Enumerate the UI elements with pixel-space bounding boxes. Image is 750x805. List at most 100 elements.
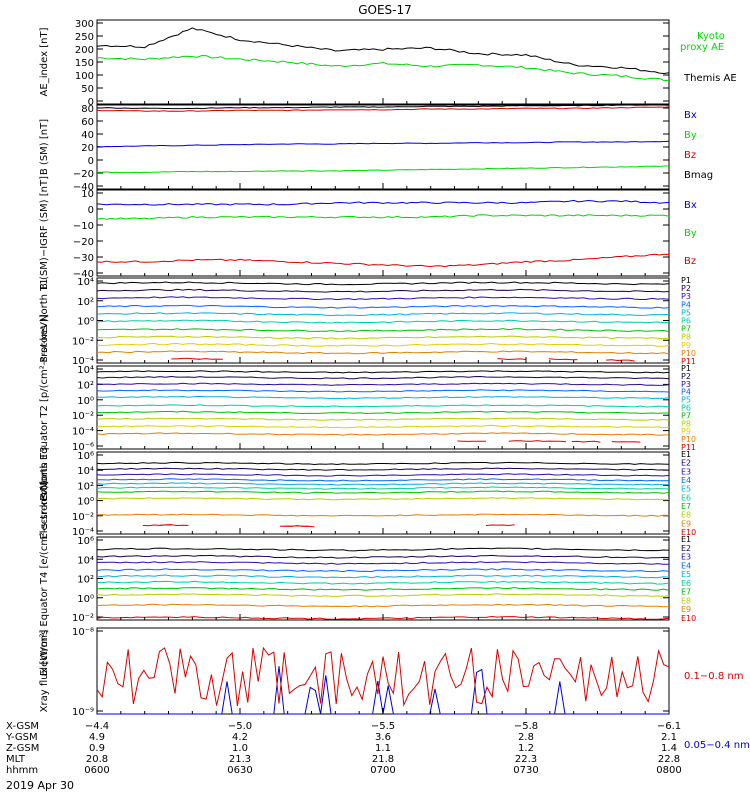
ephemeris-row-label-y-gsm: Y-GSM: [5, 732, 38, 743]
channel-line-p6: [97, 405, 669, 407]
channel-line-p10: [97, 351, 669, 354]
y-tick-label: 10⁰: [77, 396, 94, 407]
y-tick-label: −20: [73, 169, 94, 180]
y-tick-label: 300: [75, 19, 94, 30]
channel-line-e9: [97, 604, 669, 607]
channel-segment-e10: [486, 525, 515, 526]
series-line-bx: [97, 141, 669, 147]
panel-frame-2: [97, 190, 669, 276]
channel-line-e8: [97, 594, 669, 597]
channel-line-e1: [97, 548, 669, 551]
legend-bx: Bx: [684, 110, 697, 121]
channel-segment-p11: [612, 442, 641, 443]
channel-label-e6: E6: [681, 579, 691, 588]
series-line-by: [97, 166, 669, 173]
channel-line-e6: [97, 487, 669, 489]
channel-label-e8: E8: [681, 596, 691, 605]
ephemeris-cell: 0700: [370, 765, 395, 776]
y-tick-label: 80: [81, 104, 94, 115]
channel-line-p9: [97, 344, 669, 347]
channel-line-e4: [97, 479, 669, 481]
ephemeris-cell: −4.4: [85, 721, 109, 732]
legend-bz: Bz: [684, 150, 696, 161]
y-tick-label: 10⁻⁹: [72, 707, 94, 718]
y-tick-label: 0: [88, 205, 94, 216]
series-line-themis-ae: [97, 28, 669, 74]
ephemeris-cell: 1.0: [232, 743, 248, 754]
ephemeris-cell: 2.1: [661, 732, 677, 743]
channel-line-p10: [97, 433, 669, 435]
y-tick-label: 0: [88, 156, 94, 167]
channel-line-e2: [97, 555, 669, 558]
y-tick-label: 10⁻⁸: [72, 627, 94, 638]
series-line-bz: [97, 254, 669, 267]
ephemeris-cell: 21.8: [372, 754, 394, 765]
channel-line-p7: [97, 329, 669, 332]
y-tick-label: 10²: [77, 481, 94, 492]
legend-igrf-by: By: [684, 228, 697, 239]
ephemeris-cell: 2.8: [518, 732, 534, 743]
channel-line-p2: [97, 289, 669, 292]
series-line-by: [97, 215, 669, 220]
y-tick-label: 10²: [77, 380, 94, 391]
channel-label-e5: E5: [681, 485, 691, 494]
y-tick-label: 10⁻⁴: [72, 427, 94, 438]
legend-kyoto: Kyoto: [697, 31, 725, 42]
channel-line-e7: [97, 491, 669, 493]
legend-by: By: [684, 130, 697, 141]
channel-segment-p11: [606, 360, 635, 361]
channel-line-p8: [97, 418, 669, 420]
channel-line-e9: [97, 514, 669, 516]
channel-label-e9: E9: [681, 519, 691, 528]
ephemeris-cell: 22.8: [658, 754, 680, 765]
channel-label-e1: E1: [681, 450, 691, 459]
channel-label-e8: E8: [681, 511, 691, 520]
y-tick-label: 10⁰: [77, 317, 94, 328]
channel-line-p2: [97, 377, 669, 379]
y-tick-label: 10: [81, 189, 94, 200]
channel-segment-p11: [194, 359, 223, 360]
ephemeris-cell: 21.3: [229, 754, 251, 765]
channel-label-e10: E10: [681, 614, 696, 623]
ephemeris-cell: −5.0: [228, 721, 252, 732]
y-tick-label: 40: [81, 130, 94, 141]
ephemeris-row-label-z-gsm: Z-GSM: [6, 743, 39, 754]
y-tick-label: 10⁴: [77, 277, 94, 288]
y-tick-label: 60: [81, 117, 94, 128]
channel-line-p4: [97, 390, 669, 392]
channel-segment-p11: [509, 441, 538, 442]
ephemeris-cell: 0730: [513, 765, 538, 776]
series-line-bx: [97, 200, 669, 205]
legend-bmag: Bmag: [684, 170, 713, 181]
y-tick-label: 10²: [77, 575, 94, 586]
channel-label-e9: E9: [681, 605, 691, 614]
ephemeris-cell: −6.1: [657, 721, 681, 732]
y-tick-label: 10⁴: [77, 365, 94, 376]
channel-label-e7: E7: [681, 502, 691, 511]
panel-ylabel: B (SM)−IGRF (SM) [nT]: [39, 176, 50, 290]
channel-line-p9: [97, 425, 669, 427]
y-tick-label: 10⁻²: [72, 411, 94, 422]
channel-label-e2: E2: [681, 459, 691, 468]
channel-line-e2: [97, 468, 669, 470]
ephemeris-row-label-mlt: MLT: [6, 754, 26, 765]
channel-line-p1: [97, 282, 669, 285]
ephemeris-row-label-x-gsm: X-GSM: [6, 721, 39, 732]
y-tick-label: 50: [81, 84, 94, 95]
channel-label-e4: E4: [681, 476, 691, 485]
plot-title: GOES-17: [358, 3, 412, 17]
y-tick-label: −20: [73, 237, 94, 248]
ephemeris-cell: 22.3: [515, 754, 537, 765]
y-tick-label: 10⁻²: [72, 512, 94, 523]
channel-segment-p11: [572, 441, 601, 442]
ephemeris-cell: 0.9: [89, 743, 105, 754]
channel-line-e8: [97, 498, 669, 500]
xray-series-short: [97, 666, 669, 714]
y-tick-label: 200: [75, 45, 94, 56]
ephemeris-cell: −5.5: [371, 721, 395, 732]
channel-label-e3: E3: [681, 467, 691, 476]
y-tick-label: 20: [81, 143, 94, 154]
ephemeris-cell: 3.6: [375, 732, 391, 743]
legend-proxy-ae: proxy AE: [680, 42, 724, 53]
